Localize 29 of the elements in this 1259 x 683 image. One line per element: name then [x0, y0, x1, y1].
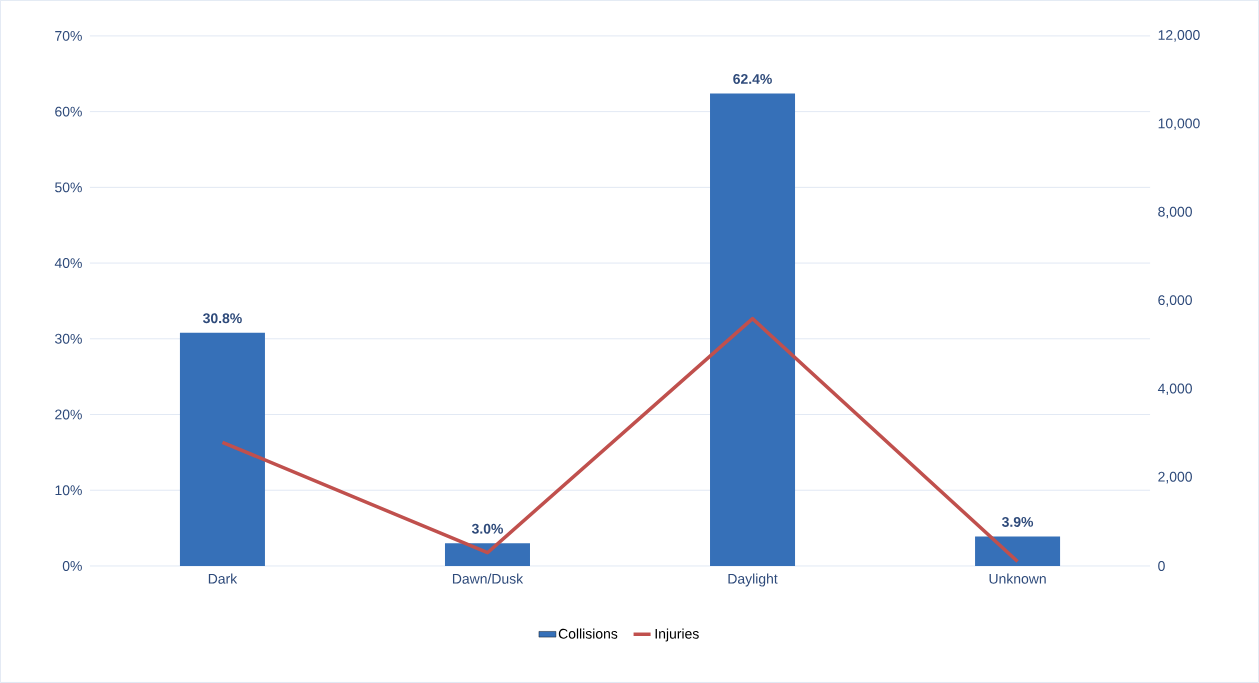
- bar: [710, 93, 796, 567]
- y-tick-label: 0%: [62, 561, 82, 571]
- data-label: 3.9%: [1001, 517, 1034, 527]
- y2-tick-label: 12,000: [1158, 30, 1200, 42]
- y-tick-label: 40%: [54, 258, 82, 269]
- bar: [975, 536, 1061, 567]
- legend-label: Injuries: [655, 628, 699, 642]
- y2-tick-label: 4,000: [1157, 383, 1192, 396]
- x-tick-label: Daylight: [728, 573, 778, 587]
- x-tick-label: Dawn/Dusk: [452, 573, 524, 584]
- bar: [444, 543, 530, 567]
- y-tick-label: 10%: [55, 485, 82, 496]
- y-tick-label: 30%: [55, 333, 82, 344]
- y-tick-label: 60%: [55, 106, 82, 117]
- y-tick-label: 20%: [55, 409, 82, 420]
- y2-tick-label: 10,000: [1158, 118, 1200, 131]
- data-label: 62.4%: [733, 74, 772, 84]
- bar: [179, 332, 265, 567]
- y-tick-label: 50%: [55, 182, 82, 193]
- y2-tick-label: 6,000: [1158, 295, 1192, 307]
- data-label: 3.0%: [471, 523, 504, 534]
- x-tick-label: Unknown: [989, 573, 1046, 584]
- data-label: 30.8%: [202, 313, 242, 324]
- y-tick-label: 70%: [55, 30, 82, 41]
- y2-tick-label: 0: [1158, 561, 1165, 571]
- x-tick-label: Dark: [208, 573, 238, 584]
- legend-label: Collisions: [558, 628, 618, 639]
- y2-tick-label: 8,000: [1158, 206, 1192, 219]
- y2-tick-label: 2,000: [1158, 471, 1192, 484]
